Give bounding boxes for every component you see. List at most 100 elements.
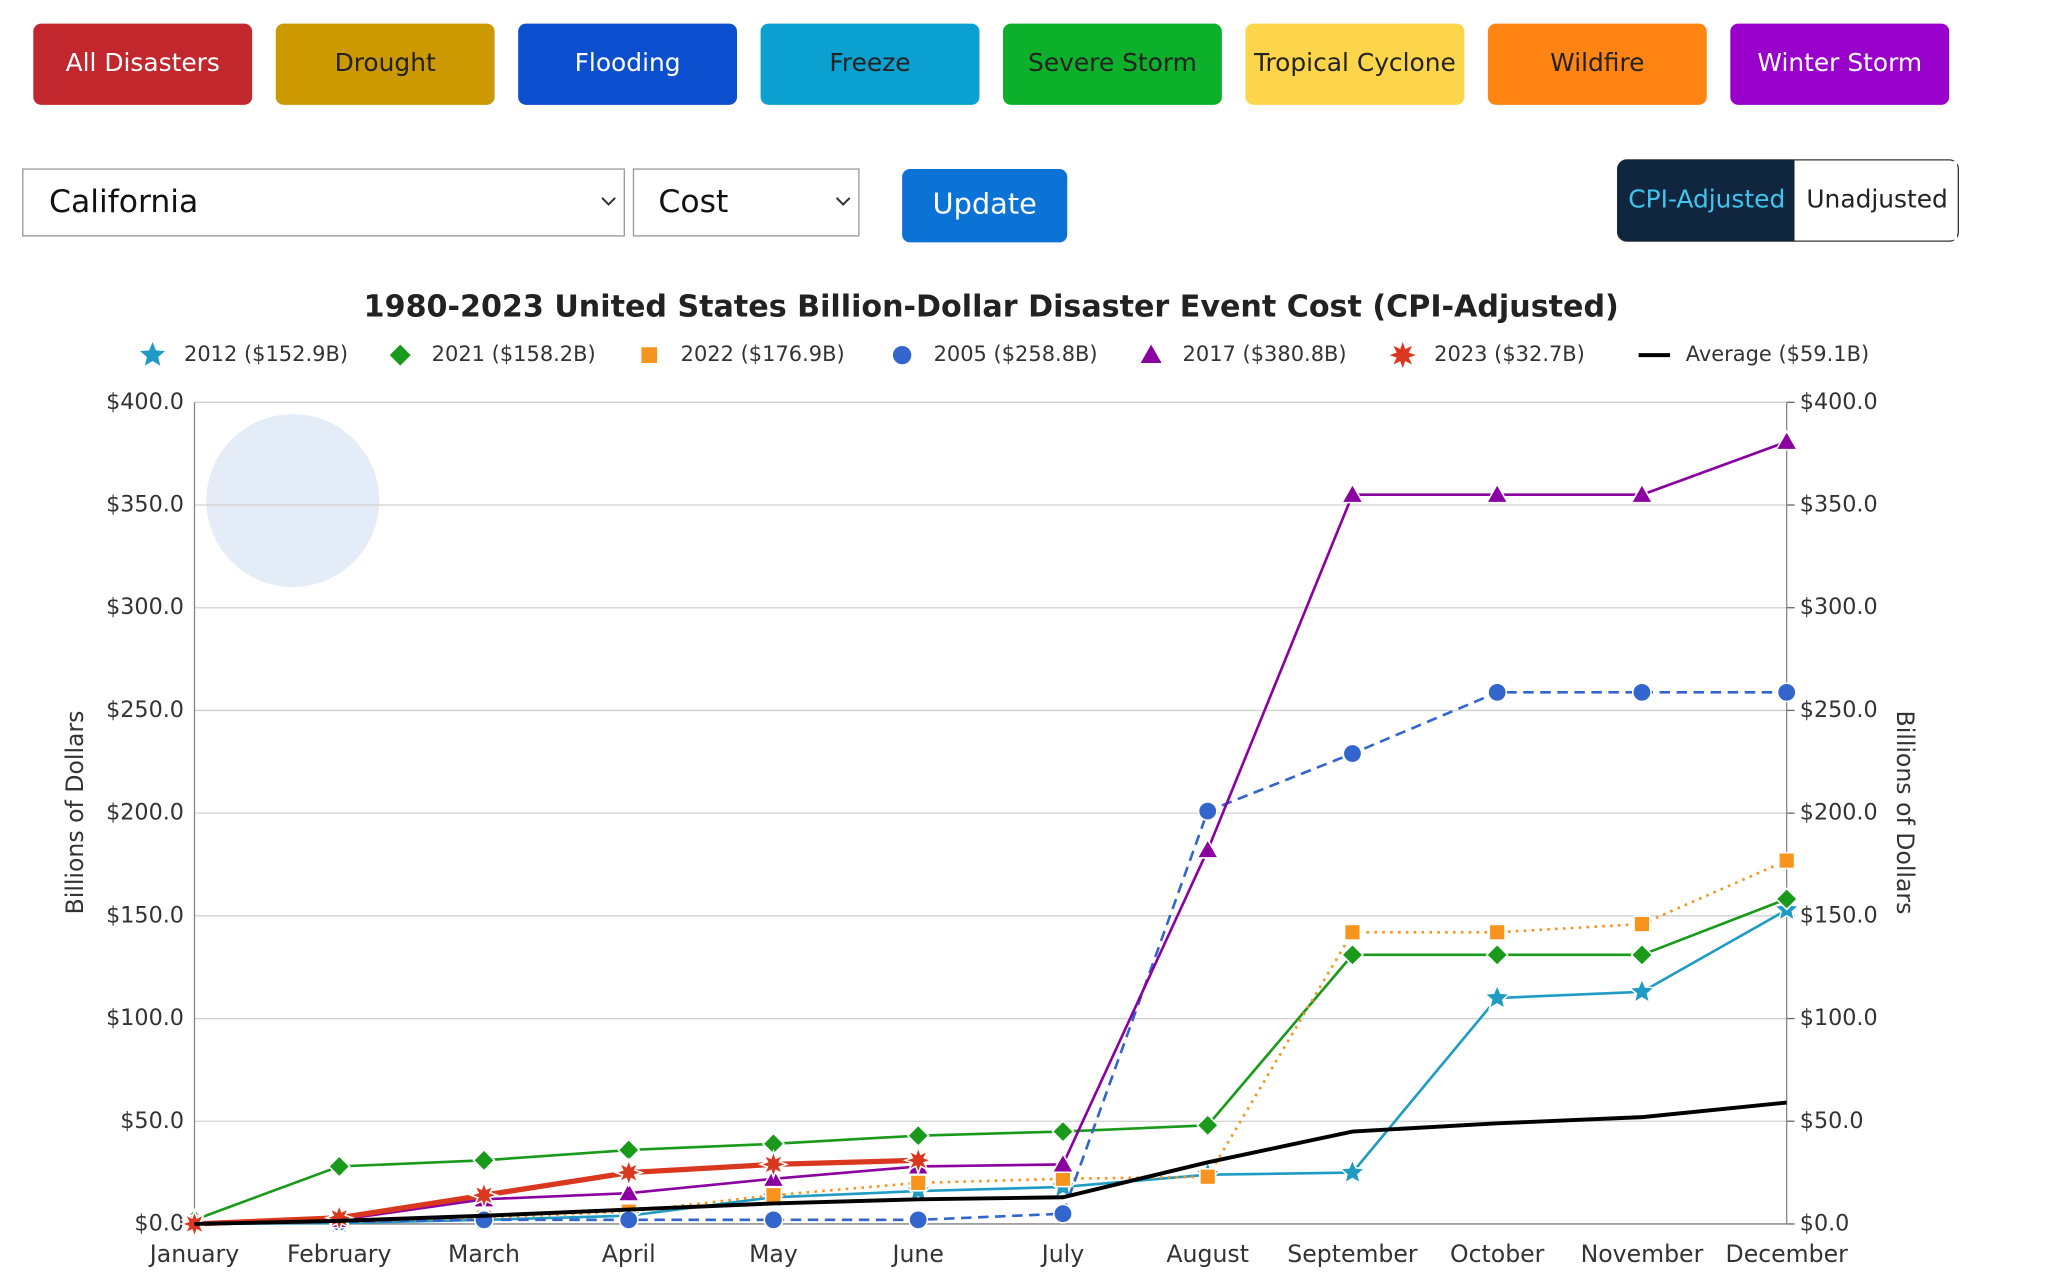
filter-button[interactable]	[760, 23, 980, 105]
filter-button-text: All Disasters	[66, 48, 220, 77]
filter-button-text: Drought	[335, 48, 436, 77]
marker	[1485, 482, 1510, 504]
filter-button-text: Winter Storm	[1757, 48, 1922, 77]
marker	[1342, 743, 1363, 764]
filter-button[interactable]	[518, 23, 738, 105]
marker	[1196, 1113, 1220, 1137]
marker	[902, 1144, 934, 1176]
marker	[1343, 923, 1362, 941]
x-tick-label: May	[749, 1240, 798, 1268]
legend-label[interactable]: 2005 ($258.8B)	[934, 342, 1098, 366]
legend-label[interactable]: 2017 ($380.8B)	[1183, 342, 1347, 366]
y2-tick-label: $250.0	[1800, 697, 1878, 723]
marker	[906, 1124, 930, 1148]
toggle-text: Unadjusted	[1806, 184, 1948, 213]
legend-symbol	[140, 342, 165, 366]
update-button-text: Update	[933, 187, 1037, 221]
filter-button-text: Tropical Cyclone	[1253, 48, 1456, 77]
toggle-inactive[interactable]	[1794, 161, 1958, 240]
marker	[1631, 682, 1652, 703]
marker	[1485, 943, 1509, 967]
marker	[1337, 1157, 1367, 1185]
state-select[interactable]	[22, 168, 625, 237]
select-arrow	[835, 197, 851, 206]
marker	[758, 1148, 789, 1180]
y2-tick-label: $300.0	[1800, 594, 1878, 620]
legend-label[interactable]: 2012 ($152.9B)	[184, 342, 348, 366]
y-tick-label: $250.0	[106, 697, 184, 723]
marker	[1054, 1170, 1072, 1188]
filter-button[interactable]	[1245, 23, 1465, 105]
filter-button[interactable]	[1003, 23, 1222, 105]
marker	[468, 1179, 500, 1211]
filter-button[interactable]	[1730, 23, 1950, 105]
x-tick-label: October	[1450, 1240, 1545, 1268]
legend-label[interactable]: 2022 ($176.9B)	[681, 342, 845, 366]
marker	[908, 1209, 929, 1230]
filter-button[interactable]	[1487, 23, 1707, 105]
legend-label[interactable]: 2021 ($158.2B)	[432, 342, 596, 366]
marker	[1488, 923, 1506, 941]
marker	[618, 1209, 639, 1230]
legend-symbol	[389, 344, 411, 366]
y2-tick-label: $150.0	[1800, 902, 1878, 928]
x-tick-label: March	[448, 1240, 520, 1268]
legend-symbol	[892, 345, 912, 365]
x-tick-label: August	[1166, 1240, 1249, 1268]
marker	[1195, 838, 1220, 859]
select-arrow	[601, 197, 616, 206]
y-tick-label: $200.0	[106, 800, 184, 826]
marker	[1051, 1152, 1075, 1174]
y2-tick-label: $400.0	[1800, 389, 1878, 415]
y2-axis-title: Billions of Dollars	[1891, 711, 1919, 915]
x-tick-label: July	[1040, 1240, 1084, 1268]
marker	[1633, 915, 1651, 933]
marker	[1775, 887, 1799, 911]
series-line	[194, 1100, 1787, 1226]
marker	[327, 1154, 351, 1179]
series-line	[194, 908, 1788, 1226]
marker	[474, 1209, 494, 1230]
x-tick-label: June	[891, 1240, 944, 1268]
series-line	[194, 1157, 919, 1227]
x-tick-label: April	[602, 1240, 656, 1268]
noaa-logo	[206, 414, 380, 588]
y-tick-label: $100.0	[106, 1005, 184, 1031]
y-tick-label: $350.0	[106, 492, 184, 518]
marker	[1197, 801, 1218, 822]
legend-label[interactable]: 2023 ($32.7B)	[1434, 342, 1585, 366]
state-select-text: California	[49, 184, 198, 220]
toggle-active[interactable]	[1617, 159, 1795, 242]
metric-select[interactable]	[632, 168, 860, 237]
update-button[interactable]	[902, 169, 1068, 243]
marker	[1482, 982, 1512, 1011]
filter-button[interactable]	[33, 23, 253, 105]
marker	[909, 1174, 927, 1192]
filter-button-text: Flooding	[575, 48, 681, 77]
y-tick-label: $300.0	[106, 594, 184, 620]
series-line	[194, 440, 1788, 1226]
marker	[1051, 1119, 1075, 1144]
x-tick-label: February	[287, 1240, 392, 1268]
y-tick-label: $0.0	[134, 1210, 184, 1236]
y2-tick-label: $200.0	[1800, 800, 1878, 826]
legend-label[interactable]: Average ($59.1B)	[1686, 342, 1869, 366]
marker	[613, 1157, 645, 1189]
metric-select-text: Cost	[658, 184, 728, 220]
series-line	[194, 859, 1788, 1226]
filter-button-text: Freeze	[829, 48, 910, 77]
x-tick-label: December	[1726, 1240, 1849, 1268]
toggle-text: CPI-Adjusted	[1628, 184, 1785, 213]
marker	[1340, 943, 1365, 967]
filter-button[interactable]	[275, 23, 495, 105]
marker	[1630, 943, 1654, 967]
x-tick-label: September	[1287, 1240, 1418, 1268]
y-axis-title: Billions of Dollars	[61, 711, 89, 915]
series-line	[194, 691, 1787, 1226]
legend-symbol	[1389, 342, 1416, 369]
marker	[1199, 1168, 1217, 1186]
x-tick-label: January	[148, 1240, 239, 1268]
series-line	[194, 897, 1788, 1222]
filter-button-text: Severe Storm	[1028, 48, 1197, 77]
